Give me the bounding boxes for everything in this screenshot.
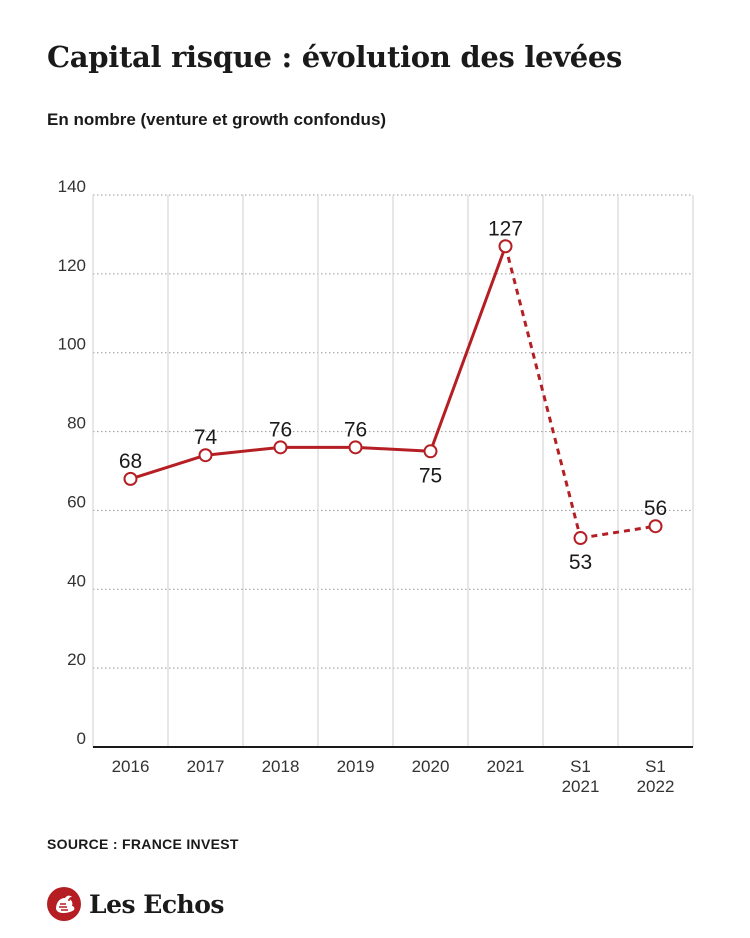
brand-name: Les Echos <box>89 889 224 919</box>
y-tick-label: 20 <box>67 650 86 669</box>
data-point <box>348 440 363 455</box>
series-segment <box>580 524 656 540</box>
data-point <box>123 471 138 486</box>
series-segment <box>129 453 207 481</box>
x-tick-label: 2016 <box>112 757 150 776</box>
data-label: 56 <box>644 497 667 520</box>
y-tick-label: 120 <box>58 256 86 275</box>
x-tick-label: S1 2022 <box>637 757 675 796</box>
data-point <box>648 519 663 534</box>
les-echos-rooster-logo-icon <box>47 887 81 921</box>
data-label: 127 <box>488 217 523 240</box>
line-chart: 0 20 40 60 80 100 120 140 2016 2017 2018 2019 2020 20… <box>58 177 694 796</box>
series-segment <box>204 445 282 457</box>
series-segment <box>429 244 507 453</box>
data-point <box>573 531 588 546</box>
data-point <box>198 448 213 463</box>
x-tick-label: 2019 <box>337 757 375 776</box>
chart-title: Capital risque : évolution des levées <box>47 40 623 74</box>
data-label: 75 <box>419 464 442 487</box>
x-tick-label: 2017 <box>187 757 225 776</box>
x-tick-label: S1 2021 <box>562 757 600 796</box>
data-label: 74 <box>194 426 218 449</box>
source-note: SOURCE : FRANCE INVEST <box>47 836 239 852</box>
data-label: 68 <box>119 450 142 473</box>
chart-subtitle: En nombre (venture et growth confondus) <box>47 110 387 129</box>
data-point <box>498 239 513 254</box>
data-label: 76 <box>269 418 292 441</box>
y-tick-label: 0 <box>77 729 86 748</box>
brand-logo: Les Echos <box>47 884 224 924</box>
data-label: 53 <box>569 551 592 574</box>
y-tick-label: 100 <box>58 335 86 354</box>
axes: 0 20 40 60 80 100 120 140 2016 2017 2018 2019 2020 20… <box>58 177 693 796</box>
x-tick-label: 2020 <box>412 757 450 776</box>
y-tick-label: 40 <box>67 571 86 590</box>
data-label: 76 <box>344 418 367 441</box>
data-point <box>423 444 438 459</box>
x-tick-label: 2021 <box>487 757 525 776</box>
data-point <box>273 440 288 455</box>
series-segment <box>354 445 432 453</box>
x-tick-label: 2018 <box>262 757 300 776</box>
y-tick-label: 80 <box>67 414 86 433</box>
data-labels: 68 74 76 76 75 127 53 56 <box>119 217 667 574</box>
y-tick-label: 60 <box>67 492 86 511</box>
data-points <box>123 239 663 546</box>
series-line <box>129 244 656 540</box>
y-tick-label: 140 <box>58 177 86 196</box>
grid-lines <box>92 194 694 747</box>
